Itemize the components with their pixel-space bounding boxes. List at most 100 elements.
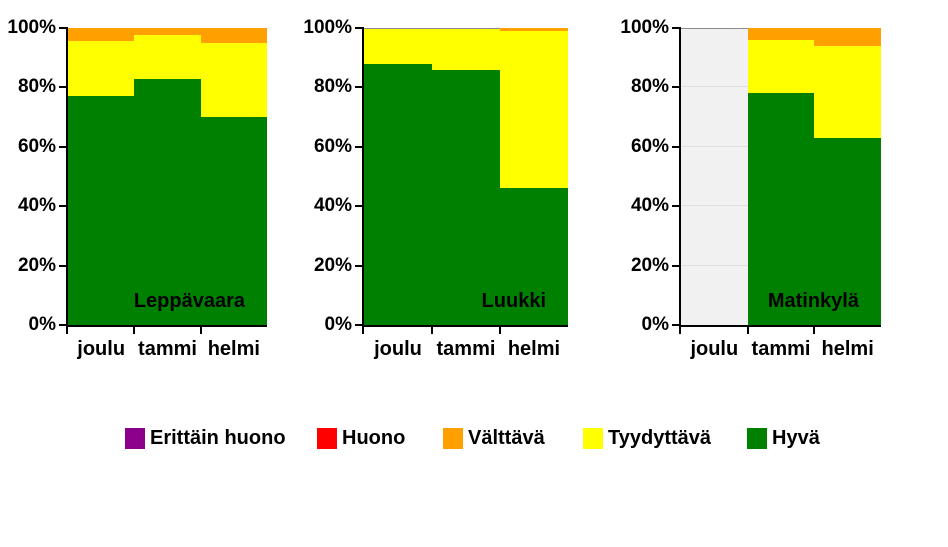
y-axis-tick [59, 324, 68, 326]
y-axis-tick [355, 86, 364, 89]
bar-segment-valttava [134, 28, 201, 36]
bar-segment-hyva [814, 137, 881, 325]
bar-segment-hyva [431, 69, 500, 325]
legend-label: Huono [342, 427, 406, 449]
y-axis-tick [672, 324, 681, 326]
bar-column-tammi [134, 28, 201, 325]
y-axis-tick [59, 145, 68, 148]
y-axis-tick-label: 60% [313, 135, 352, 157]
bar-segment-tyydyttava [134, 35, 201, 79]
y-axis-tick-label: 40% [630, 195, 669, 217]
chart-matinkyla: 0% 20% 40% 60% 80% 100% joulu tammi helmi Matinky… [620, 17, 881, 360]
y-axis-tick-label: 0% [324, 314, 352, 335]
legend-swatch-tyydyttava [583, 427, 603, 449]
y-axis-tick-label: 0% [641, 314, 669, 335]
y-axis-tick [355, 264, 364, 267]
bar-column-helmi [499, 28, 568, 325]
no-data-bar [681, 28, 748, 325]
bar-column-helmi [814, 28, 881, 325]
chart-luukki: 0% 20% 40% 60% 80% 100% joulu tammi helmi Luukki [303, 17, 568, 360]
bar-segment-tyydyttava [68, 41, 135, 97]
legend-swatch-huono [317, 427, 337, 449]
y-axis-tick-label: 80% [17, 76, 56, 98]
x-axis-category-label: tammi [751, 338, 811, 360]
bar-segment-hyva [68, 96, 135, 325]
y-axis-tick-label: 20% [630, 254, 669, 276]
bar-column-tammi [747, 28, 815, 325]
x-axis-tick [813, 327, 816, 334]
chart-title: Leppävaara [133, 290, 245, 312]
x-axis-tick [430, 327, 433, 334]
y-axis-tick-label: 20% [313, 254, 352, 276]
legend-item-valttava: Välttävä [443, 427, 545, 449]
x-axis-category-label: helmi [507, 338, 561, 360]
legend-label: Erittäin huono [150, 427, 286, 449]
x-axis-category-label: joulu [690, 338, 739, 360]
chart-title: Luukki [481, 290, 546, 312]
y-axis-tick-label: 80% [313, 76, 352, 98]
legend-item-erittain_huono: Erittäin huono [125, 427, 286, 449]
bar-segment-tyydyttava [814, 45, 881, 138]
y-axis-tick-label: 80% [630, 76, 669, 98]
y-axis-tick [355, 324, 364, 326]
gridline [681, 205, 748, 207]
legend-swatch-valttava [443, 427, 463, 449]
y-axis-tick [672, 145, 681, 148]
legend-label: Hyvä [772, 427, 820, 449]
x-axis-category-label: joulu [374, 338, 422, 360]
legend-item-huono: Huono [317, 427, 405, 449]
legend: Erittäin huono Huono Välttävä Tyydyttävä Hyv… [0, 427, 948, 487]
bar-segment-hyva [134, 78, 201, 325]
bar-segment-tyydyttava [200, 42, 267, 118]
y-axis-tick [59, 86, 68, 89]
y-axis-tick-label: 60% [17, 135, 56, 157]
x-axis-category-label: joulu [77, 338, 126, 360]
x-axis-tick [199, 327, 202, 334]
bar-segment-tyydyttava [364, 28, 432, 64]
chart-title: Matinkylä [767, 290, 859, 312]
legend-label: Välttävä [468, 427, 545, 449]
y-axis-tick [59, 27, 68, 29]
x-axis-tick [66, 327, 68, 334]
bar-segment-tyydyttava [431, 28, 500, 70]
bar-column-joulu [68, 28, 135, 325]
y-axis-tick [672, 205, 681, 208]
y-axis-tick-label: 40% [313, 195, 352, 217]
x-axis-tick [746, 327, 749, 334]
bar-column-tammi [431, 28, 500, 325]
y-axis-tick [59, 205, 68, 208]
hundred-percent-line [364, 28, 500, 29]
bar-segment-valttava [747, 28, 815, 40]
bar-segment-hyva [200, 117, 267, 325]
y-axis-tick-label: 100% [7, 17, 56, 38]
legend-item-hyva: Hyvä [747, 427, 820, 449]
y-axis-tick [355, 27, 364, 29]
x-axis-tick [362, 327, 364, 334]
legend-label: Tyydyttävä [608, 427, 712, 449]
gridline [681, 145, 748, 147]
y-axis-tick [355, 145, 364, 148]
bar-column-helmi [200, 28, 267, 325]
bar-segment-valttava [499, 28, 568, 31]
y-axis-tick-label: 100% [620, 17, 669, 38]
bar-column-joulu [364, 28, 432, 325]
bar-segment-tyydyttava [499, 30, 568, 189]
x-axis-tick [679, 327, 681, 334]
bar-segment-hyva [747, 93, 815, 325]
y-axis-tick-label: 20% [17, 254, 56, 276]
y-axis-tick-label: 100% [303, 17, 352, 38]
gridline [681, 86, 748, 88]
legend-swatch-erittain_huono [125, 427, 145, 449]
x-axis-tick [498, 327, 501, 334]
y-axis-tick [59, 264, 68, 267]
bar-segment-tyydyttava [747, 39, 815, 94]
x-axis-category-label: helmi [207, 338, 260, 360]
chart-leppavaara: 0% 20% 40% 60% 80% 100% joulu tammi helmi Leppäva… [7, 17, 267, 360]
x-axis-category-label: tammi [138, 338, 197, 360]
bar-segment-hyva [499, 188, 568, 325]
gridline [681, 264, 748, 266]
y-axis-tick [672, 86, 681, 89]
x-axis-category-label: tammi [436, 338, 496, 360]
bar-segment-valttava [200, 28, 267, 43]
